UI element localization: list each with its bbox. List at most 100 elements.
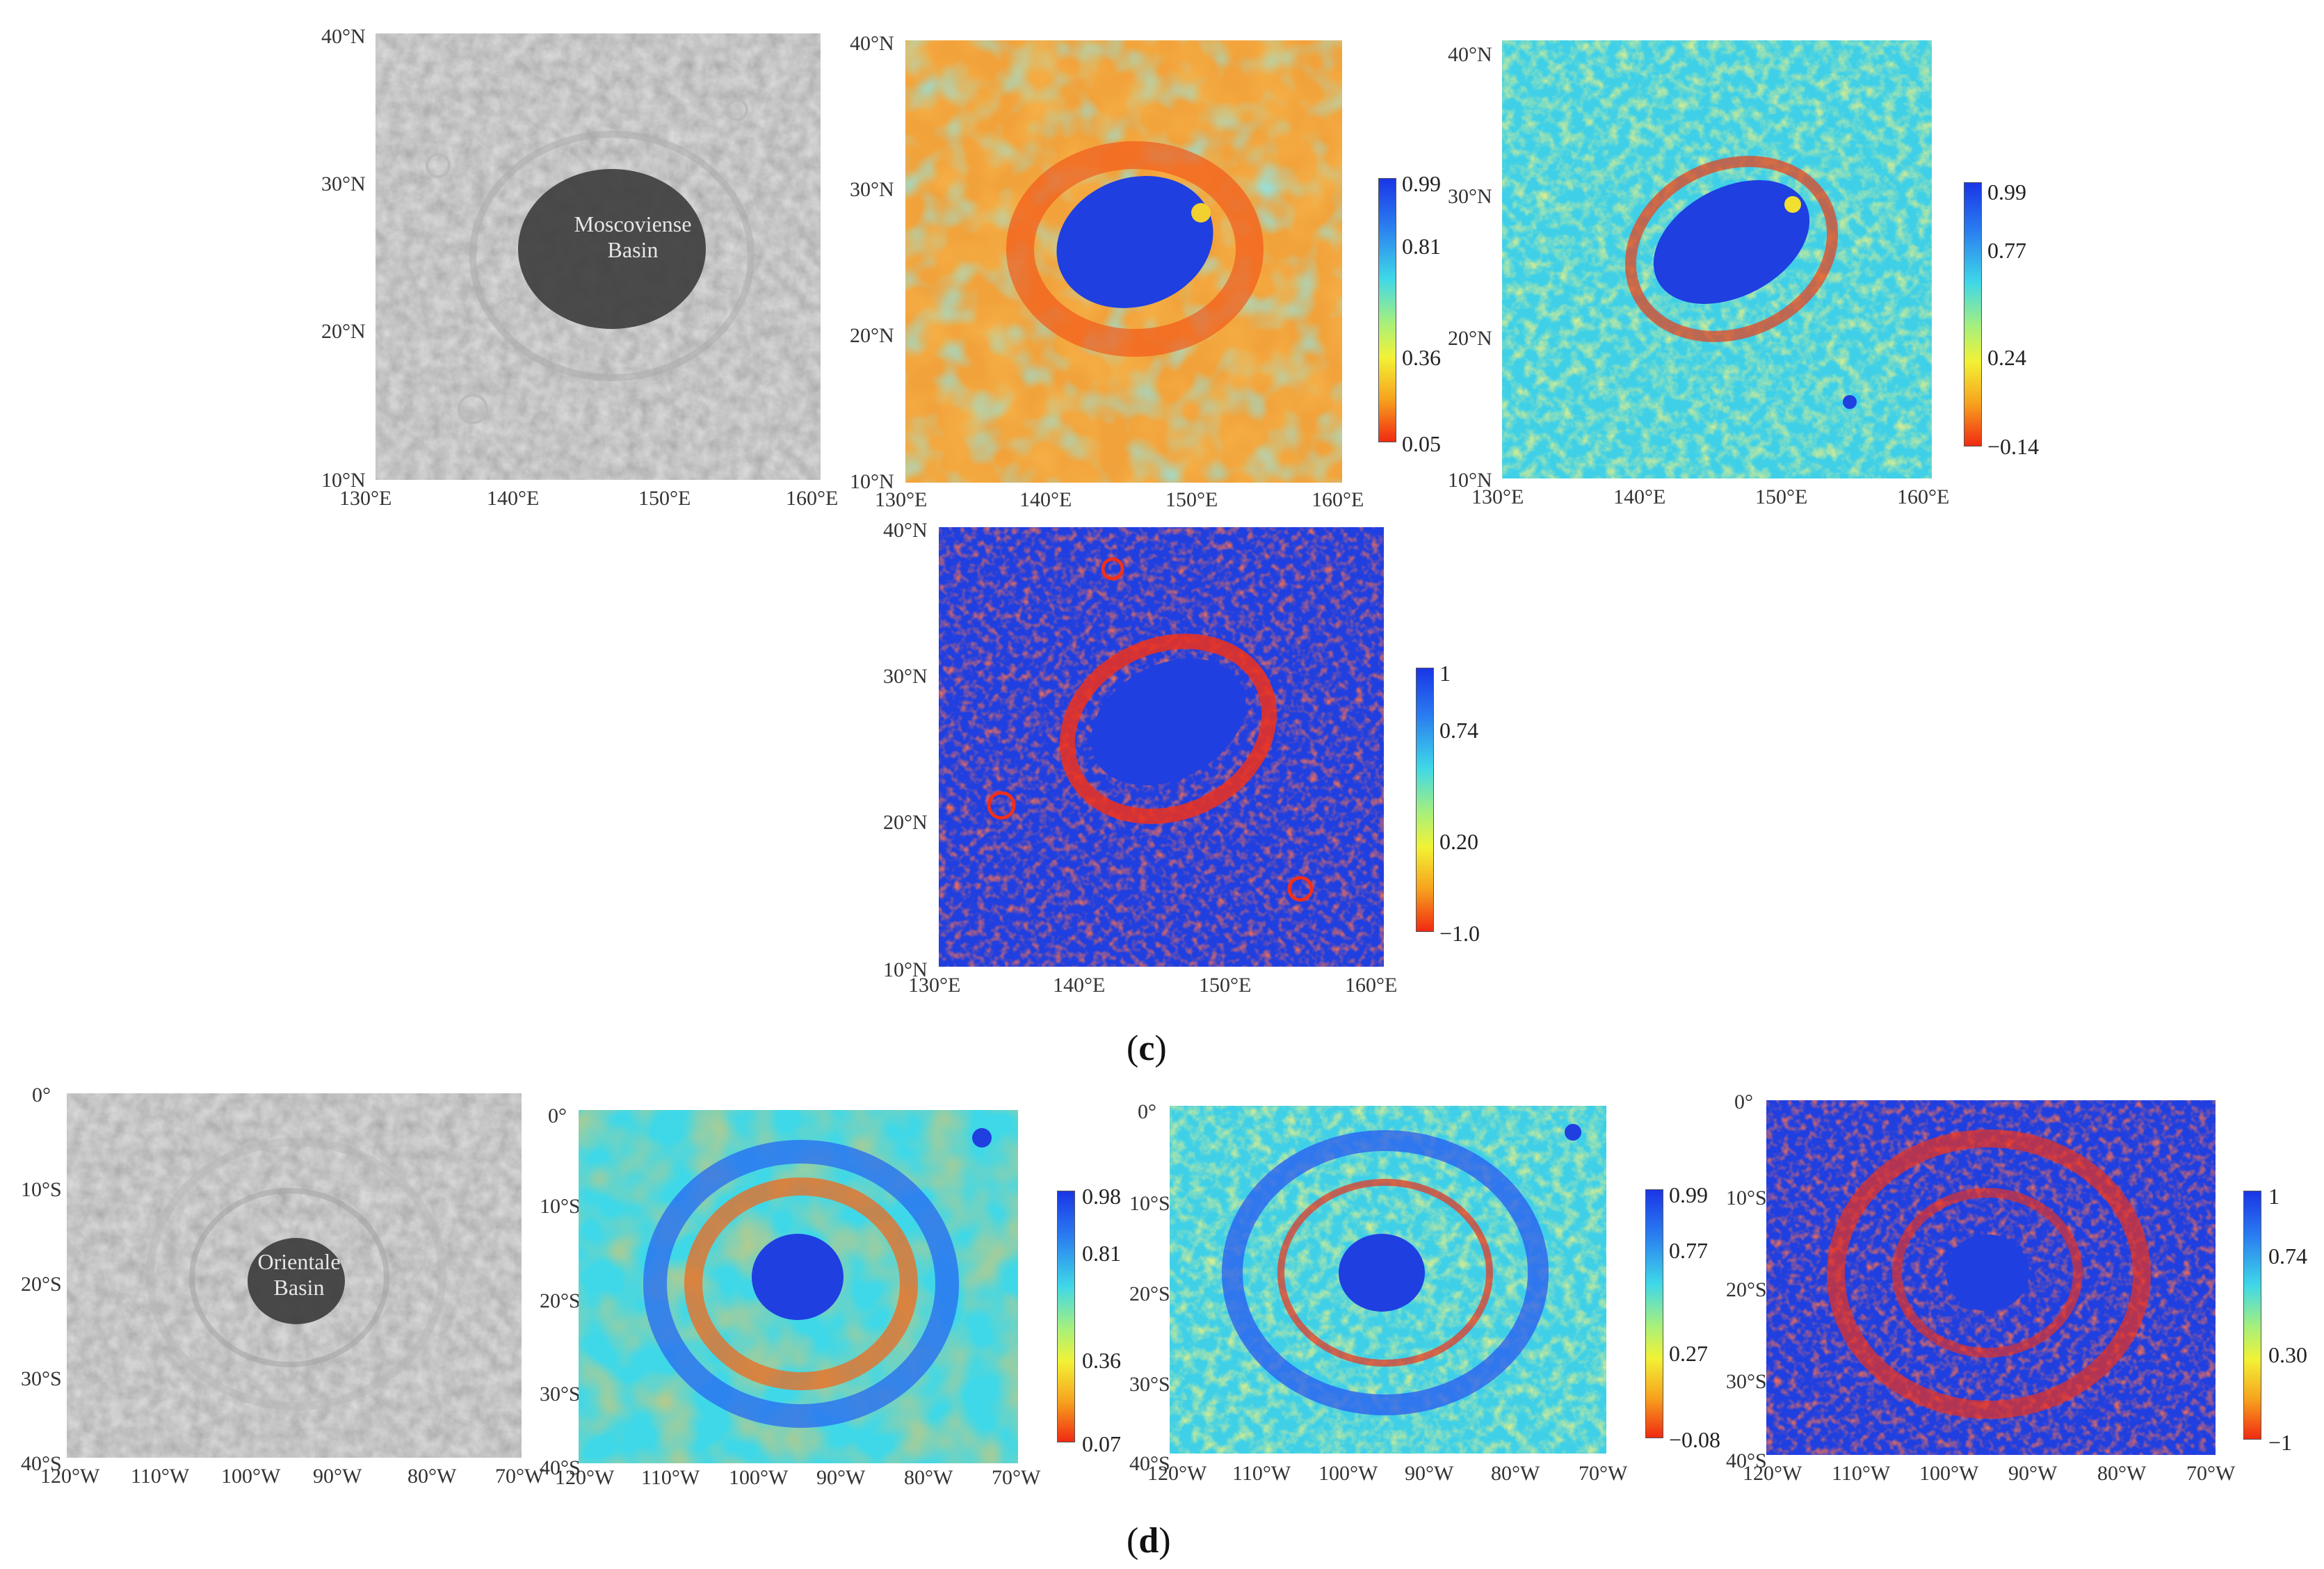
lon-tick: 160°E: [1897, 485, 1950, 508]
lat-tick: 30°S: [540, 1383, 581, 1406]
lat-tick: 40°N: [1448, 43, 1492, 66]
lon-tick: 140°E: [1613, 485, 1666, 508]
lat-tick: 20°S: [1726, 1278, 1767, 1301]
lon-tick: 80°W: [2097, 1462, 2147, 1485]
colorbar-tick: 0.98: [1082, 1184, 1121, 1209]
lon-tick: 110°W: [131, 1465, 190, 1488]
ratio-map-fine: [1502, 40, 1932, 478]
lon-tick: 110°W: [1832, 1462, 1891, 1485]
lat-tick: 10°N: [850, 470, 894, 493]
lon-tick: 120°W: [1147, 1462, 1207, 1485]
lat-tick: 0°: [1138, 1100, 1156, 1123]
lat-tick: 20°N: [883, 811, 928, 834]
colorbar-tick: −1: [2268, 1430, 2293, 1455]
lon-tick: 150°E: [1199, 974, 1252, 997]
colorbar-tick: 0.20: [1439, 829, 1478, 854]
lat-tick: 40°S: [1726, 1449, 1767, 1472]
colorbar-tick: 0.99: [1987, 179, 2026, 204]
moscoviense-image: [376, 33, 821, 480]
lon-tick: 130°E: [908, 974, 961, 997]
lat-tick: 30°S: [1726, 1370, 1767, 1393]
colorbar-tick: 0.24: [1987, 345, 2026, 370]
lon-tick: 160°E: [786, 487, 839, 510]
colorbar-tick: 0.81: [1402, 234, 1441, 259]
colorbar-tick: 0.36: [1082, 1348, 1121, 1373]
lon-tick: 150°E: [638, 487, 691, 510]
colorbar-tick: 0.99: [1669, 1182, 1708, 1207]
ratio-map-coarse: [579, 1110, 1018, 1463]
lon-tick: 120°W: [40, 1465, 100, 1488]
colorbar-tick: 0.27: [1669, 1341, 1708, 1366]
colorbar: [2243, 1191, 2261, 1440]
lon-tick: 110°W: [1232, 1462, 1291, 1485]
colorbar-tick: −0.08: [1669, 1427, 1721, 1452]
lat-tick: 30°S: [1129, 1373, 1170, 1396]
lat-tick: 40°N: [883, 519, 928, 542]
ratio-map-coarse: [905, 40, 1342, 483]
lat-tick: 30°N: [1448, 185, 1492, 208]
lon-tick: 80°W: [407, 1465, 457, 1488]
lat-tick: 10°N: [883, 958, 928, 981]
colorbar-tick: 0.81: [1082, 1241, 1121, 1266]
lon-tick: 140°E: [1019, 488, 1072, 511]
lat-tick: 10°S: [21, 1178, 62, 1201]
colorbar-tick: −0.14: [1987, 434, 2040, 459]
lat-tick: 40°N: [850, 32, 894, 55]
lon-tick: 80°W: [904, 1466, 953, 1489]
lon-tick: 150°E: [1165, 488, 1218, 511]
caption-c: (c): [1127, 1029, 1167, 1068]
basin-label: Moscoviense Basin: [574, 211, 692, 262]
lon-tick: 70°W: [495, 1465, 544, 1488]
colorbar: [1964, 182, 1982, 446]
colorbar: [1645, 1189, 1663, 1438]
lat-tick: 10°N: [321, 469, 366, 492]
lon-tick: 100°W: [729, 1466, 789, 1489]
caption-d: (d): [1127, 1521, 1171, 1561]
lat-tick: 40°N: [321, 25, 366, 48]
lat-tick: 10°S: [1726, 1186, 1767, 1209]
lat-tick: 30°N: [883, 665, 928, 688]
colorbar-tick: 0.74: [2268, 1244, 2307, 1269]
lat-tick: 40°S: [540, 1456, 581, 1479]
lon-tick: 140°E: [1053, 974, 1106, 997]
lon-tick: 90°W: [313, 1465, 362, 1488]
lon-tick: 70°W: [2186, 1462, 2236, 1485]
lat-tick: 10°N: [1448, 469, 1492, 492]
lat-tick: 40°S: [21, 1452, 62, 1475]
lon-tick: 80°W: [1491, 1462, 1540, 1485]
lon-tick: 90°W: [816, 1466, 866, 1489]
colorbar-tick: 1: [2268, 1184, 2279, 1209]
binary-map: [1766, 1100, 2216, 1455]
colorbar: [1378, 178, 1396, 442]
ratio-map-fine: [1170, 1106, 1606, 1454]
lat-tick: 0°: [32, 1084, 51, 1107]
lon-tick: 90°W: [1405, 1462, 1454, 1485]
lat-tick: 0°: [1734, 1091, 1753, 1113]
colorbar-tick: 0.36: [1402, 345, 1441, 370]
basin-label: Orientale Basin: [257, 1249, 341, 1300]
colorbar-tick: 0.77: [1669, 1238, 1708, 1263]
lon-tick: 110°W: [641, 1466, 700, 1489]
colorbar-tick: 0.05: [1402, 431, 1441, 456]
lon-tick: 100°W: [221, 1465, 281, 1488]
colorbar-tick: −1.0: [1439, 921, 1480, 946]
colorbar: [1057, 1191, 1075, 1442]
lat-tick: 20°N: [321, 320, 366, 343]
lat-tick: 30°N: [850, 178, 894, 201]
colorbar-tick: 0.30: [2268, 1342, 2307, 1367]
lon-tick: 90°W: [2008, 1462, 2058, 1485]
binary-map: [939, 527, 1384, 967]
lon-tick: 100°W: [1318, 1462, 1378, 1485]
lat-tick: 20°S: [21, 1273, 62, 1296]
lat-tick: 0°: [548, 1104, 567, 1127]
lat-tick: 30°S: [21, 1367, 62, 1390]
lon-tick: 160°E: [1345, 974, 1398, 997]
lon-tick: 150°E: [1755, 485, 1808, 508]
lon-tick: 70°W: [1579, 1462, 1628, 1485]
colorbar-tick: 0.99: [1402, 171, 1441, 196]
lon-tick: 120°W: [555, 1466, 615, 1489]
lon-tick: 130°E: [339, 487, 392, 510]
lon-tick: 120°W: [1743, 1462, 1802, 1485]
lon-tick: 140°E: [487, 487, 540, 510]
lon-tick: 130°E: [875, 488, 928, 511]
